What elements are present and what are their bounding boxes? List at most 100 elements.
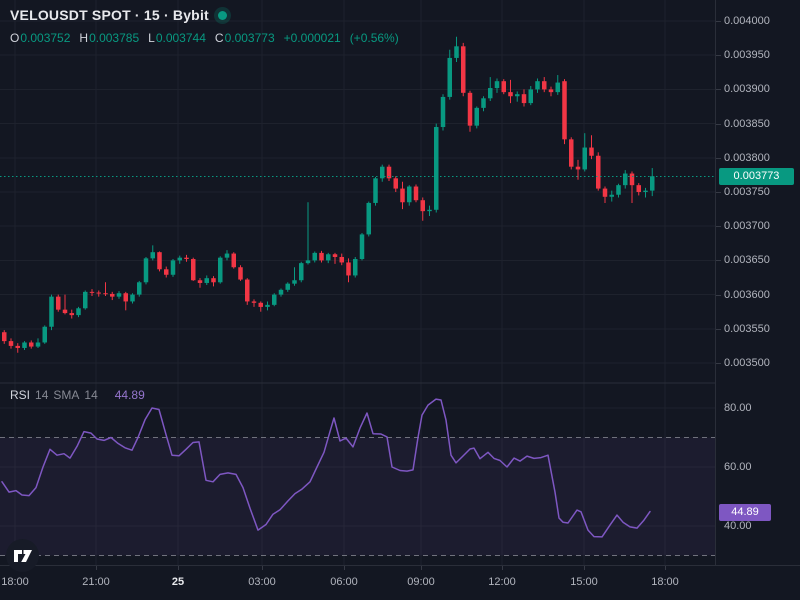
- time-tick-mark: [584, 566, 585, 570]
- close-value: 0.003773: [224, 31, 275, 45]
- candle-body: [555, 82, 560, 93]
- time-tick-label: 03:00: [248, 576, 276, 588]
- candle-body: [515, 94, 520, 97]
- tradingview-logo[interactable]: [6, 539, 39, 572]
- candle-body: [582, 147, 587, 170]
- candle-body: [150, 252, 155, 259]
- ohlc-row: O 0.003752 H 0.003785 L 0.003744 C 0.003773 …: [10, 31, 399, 45]
- symbol-header: VELOUSDT SPOT · 15 · Bybit: [10, 7, 227, 23]
- rsi-tick-label: 60.00: [724, 461, 752, 473]
- time-tick-label: 18:00: [651, 576, 679, 588]
- candle-body: [542, 81, 547, 90]
- indicator-value: 44.89: [114, 388, 145, 402]
- market-status-dot[interactable]: [217, 10, 227, 20]
- candle-body: [521, 94, 527, 104]
- candle-body: [245, 279, 250, 302]
- price-tick-mark: [716, 328, 721, 330]
- candle-body: [299, 263, 304, 281]
- candle-body: [278, 289, 284, 295]
- indicator-name[interactable]: RSI: [10, 388, 31, 402]
- candle-body: [467, 92, 473, 126]
- candle-body: [386, 166, 392, 179]
- candle-body: [170, 260, 176, 275]
- candle-body: [650, 176, 655, 191]
- candle-body: [83, 291, 88, 309]
- candle-body: [272, 294, 277, 305]
- candle-body: [501, 81, 506, 93]
- candle-body: [110, 293, 115, 297]
- candle-body: [218, 257, 223, 283]
- candle-body: [629, 173, 635, 186]
- candle-body: [231, 253, 236, 268]
- price-tick-label: 0.003800: [724, 151, 770, 164]
- close-label: C: [214, 31, 224, 45]
- candle-body: [400, 188, 405, 203]
- price-tick-label: 0.003950: [724, 49, 770, 62]
- candle-body: [89, 291, 95, 293]
- candle-body: [609, 194, 614, 197]
- candle-body: [96, 292, 101, 294]
- candle-body: [164, 269, 169, 275]
- price-tick-label: 0.003550: [724, 322, 770, 335]
- candle-body: [346, 262, 351, 276]
- candle-body: [224, 253, 230, 258]
- open-label: O: [10, 31, 20, 45]
- candle-body: [575, 166, 581, 170]
- candle-body: [481, 98, 486, 108]
- candle-body: [636, 185, 641, 192]
- time-tick-label: 18:00: [1, 576, 29, 588]
- candle-body: [589, 147, 594, 156]
- candle-body: [123, 293, 128, 302]
- time-axis[interactable]: 18:00 21:00 25 03:00 06:00 09:00 12:00 15:00 18:…: [0, 565, 800, 600]
- time-tick-mark: [421, 566, 422, 570]
- high-label: H: [79, 31, 89, 45]
- candle-body: [8, 341, 14, 346]
- rsi-line: [1, 398, 651, 538]
- candle-body: [602, 188, 608, 197]
- candle-body: [434, 127, 439, 210]
- open-value: 0.003752: [20, 31, 71, 45]
- candle-body: [535, 81, 540, 90]
- price-tick-mark: [716, 55, 721, 57]
- candle-body: [258, 302, 263, 307]
- candle-body: [251, 301, 257, 303]
- time-tick-label: 25: [171, 576, 185, 588]
- rsi-tick-label: 80.00: [724, 402, 752, 414]
- candle-body: [62, 309, 68, 314]
- price-tick-label: 0.003650: [724, 254, 770, 267]
- candle-body: [292, 280, 297, 284]
- candle-body: [35, 342, 41, 347]
- candle-body: [562, 81, 567, 140]
- time-tick-mark: [665, 566, 666, 570]
- candle-body: [204, 278, 209, 283]
- time-tick-mark: [96, 566, 97, 570]
- candle-body: [56, 296, 61, 310]
- price-tick-label: 0.003500: [724, 357, 770, 369]
- symbol-title[interactable]: VELOUSDT SPOT · 15 · Bybit: [10, 7, 209, 23]
- candle-body: [494, 81, 500, 89]
- candle-body: [15, 345, 20, 348]
- candle-body: [474, 107, 479, 126]
- candle-body: [380, 166, 385, 179]
- price-tick-mark: [716, 226, 721, 228]
- candle-body: [143, 258, 149, 283]
- candle-body: [359, 234, 365, 260]
- candle-body: [366, 202, 371, 235]
- rsi-band: [0, 437, 715, 556]
- candle-body: [69, 313, 74, 316]
- candle-body: [177, 257, 182, 261]
- price-axis[interactable]: 0.004000 0.003950 0.003900 0.003850 0.003800…: [715, 0, 800, 565]
- candle-body: [643, 190, 648, 192]
- low-label: L: [148, 31, 155, 45]
- candle-body: [407, 186, 412, 203]
- time-tick-mark: [502, 566, 503, 570]
- candle-body: [211, 278, 216, 283]
- candle-body: [569, 139, 574, 167]
- candle-body: [373, 178, 378, 203]
- price-tick-label: 0.003900: [724, 83, 770, 96]
- rsi-value-label: 44.89: [719, 504, 771, 521]
- time-tick-label: 06:00: [330, 576, 358, 588]
- candle-body: [197, 280, 203, 283]
